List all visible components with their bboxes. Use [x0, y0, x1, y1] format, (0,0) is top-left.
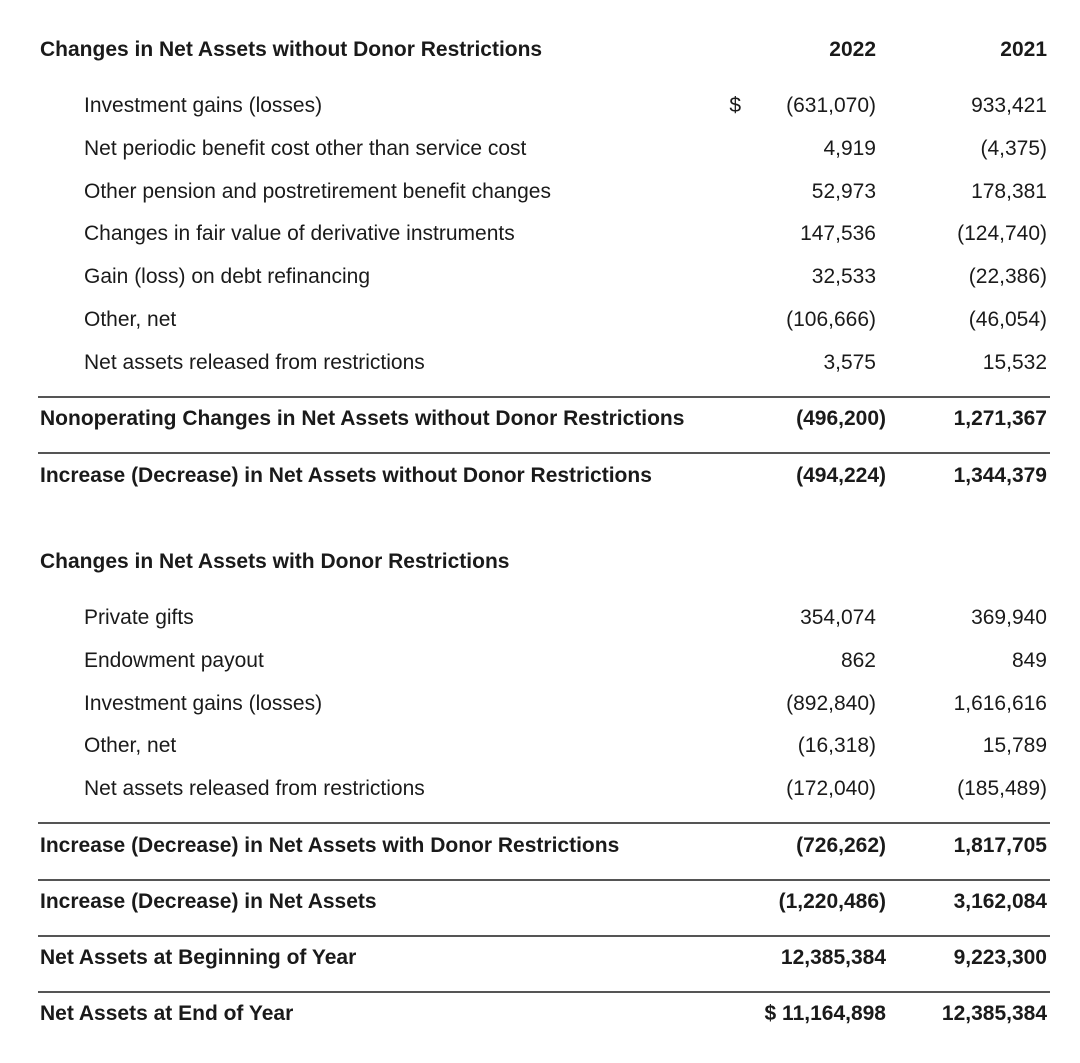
value-2022: 32,533: [811, 265, 876, 289]
value-2021: 369,940: [971, 606, 1047, 629]
value-2022: 3,575: [823, 350, 876, 374]
value-2022: (631,070): [786, 94, 876, 117]
total-2022: (1,220,486): [778, 890, 886, 913]
total-2021: 1,817,705: [953, 834, 1047, 857]
total-2021: 12,385,384: [941, 1002, 1047, 1025]
value-2021: 15,532: [982, 350, 1047, 374]
row-label: Other pension and postretirement benefit…: [84, 179, 551, 203]
value-2021: 178,381: [971, 179, 1047, 203]
year-header: 2021: [1000, 38, 1047, 61]
value-2022: (106,666): [786, 308, 876, 331]
total-2022: (494,224): [796, 464, 886, 487]
value-2022: 52,973: [811, 179, 876, 203]
total-2021: 9,223,300: [953, 946, 1047, 969]
value-2021: (46,054): [968, 308, 1047, 331]
row-label: Net periodic benefit cost other than ser…: [84, 136, 527, 160]
divider: [38, 879, 1050, 881]
total-label: Net Assets at End of Year: [40, 1002, 294, 1025]
value-2022: (16,318): [797, 734, 876, 758]
total-2022: $ 11,164,898: [764, 1002, 886, 1025]
value-2021: (4,375): [980, 136, 1047, 160]
value-2022: 862: [840, 648, 876, 672]
value-2022: 147,536: [800, 222, 876, 246]
total-2022: (496,200): [796, 407, 886, 430]
total-2021: 1,271,367: [953, 407, 1047, 430]
value-2022: (172,040): [786, 777, 876, 801]
total-2022: 12,385,384: [780, 946, 886, 969]
divider: [38, 452, 1050, 454]
divider: [38, 396, 1050, 398]
row-label: Net assets released from restrictions: [84, 350, 425, 374]
value-2021: 15,789: [982, 734, 1047, 758]
row-label: Other, net: [84, 734, 177, 758]
row-label: Private gifts: [84, 606, 194, 629]
section-title: Changes in Net Assets without Donor Rest…: [40, 38, 543, 61]
section-title: Changes in Net Assets with Donor Restric…: [40, 550, 510, 573]
total-label: Net Assets at Beginning of Year: [40, 946, 357, 969]
value-2022: 354,074: [800, 606, 876, 629]
divider: [38, 935, 1050, 937]
row-label: Gain (loss) on debt refinancing: [84, 265, 370, 289]
divider: [38, 822, 1050, 824]
currency-sign: $: [729, 94, 741, 117]
value-2021: 1,616,616: [953, 691, 1047, 715]
year-header: 2022: [829, 38, 876, 61]
value-2022: (892,840): [786, 691, 876, 715]
total-label: Increase (Decrease) in Net Assets: [40, 890, 377, 913]
value-2021: (22,386): [968, 265, 1047, 289]
row-label: Changes in fair value of derivative inst…: [84, 222, 515, 246]
value-2021: (185,489): [957, 777, 1047, 801]
total-2021: 1,344,379: [953, 464, 1047, 487]
total-label: Nonoperating Changes in Net Assets witho…: [40, 407, 685, 430]
value-2021: (124,740): [957, 222, 1047, 246]
value-2021: 849: [1011, 648, 1047, 672]
total-label: Increase (Decrease) in Net Assets withou…: [40, 464, 652, 487]
divider: [38, 991, 1050, 993]
row-label: Investment gains (losses): [84, 691, 323, 715]
row-label: Investment gains (losses): [84, 94, 323, 117]
value-2022: 4,919: [823, 136, 876, 160]
value-2021: 933,421: [971, 94, 1047, 117]
row-label: Net assets released from restrictions: [84, 777, 425, 801]
row-label: Endowment payout: [84, 648, 264, 672]
total-label: Increase (Decrease) in Net Assets with D…: [40, 834, 620, 857]
row-label: Other, net: [84, 308, 177, 331]
total-2021: 3,162,084: [953, 890, 1047, 913]
total-2022: (726,262): [796, 834, 886, 857]
